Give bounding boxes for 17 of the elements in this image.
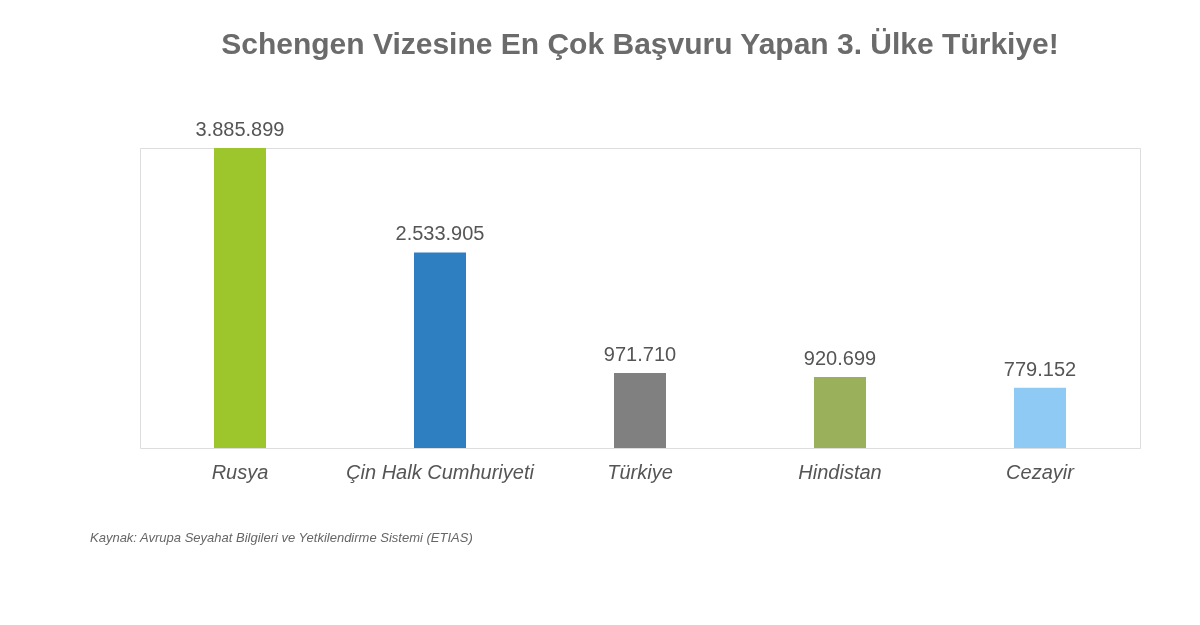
x-tick-label: Rusya (211, 460, 269, 483)
chart-title: Schengen Vizesine En Çok Başvuru Yapan 3. Ülke Türkiye! (221, 27, 1059, 60)
bar (814, 376, 866, 448)
data-label: 971.710 (603, 342, 677, 365)
bar (1014, 387, 1066, 448)
x-tick-label: Türkiye (607, 460, 673, 483)
data-label: 2.533.905 (395, 222, 485, 245)
bar (414, 252, 466, 448)
bar (614, 372, 666, 448)
text: Kaynak: Avrupa Seyahat Bilgileri ve Yetkilendirme Sistemi (ETIAS) (90, 530, 473, 545)
x-tick-label: Hindistan (798, 460, 882, 483)
data-label: 3.885.899 (195, 118, 285, 140)
x-tick-label: Çin Halk Cumhuriyeti (346, 460, 535, 483)
data-label: 779.152 (1003, 357, 1077, 380)
bar (214, 148, 266, 448)
x-tick-label: Cezayir (1006, 460, 1076, 483)
data-label: 920.699 (803, 346, 877, 369)
